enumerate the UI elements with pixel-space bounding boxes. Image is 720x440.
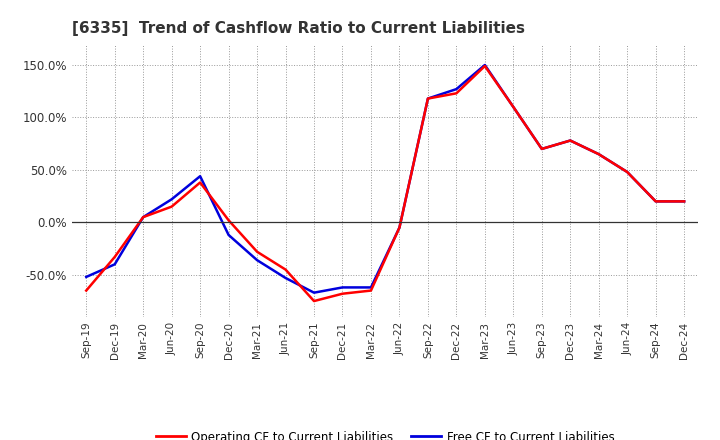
- Free CF to Current Liabilities: [225, 232, 233, 238]
- Free CF to Current Liabilities: [480, 62, 489, 68]
- Operating CF to Current Liabilities: [167, 204, 176, 209]
- Free CF to Current Liabilities: [139, 214, 148, 220]
- Free CF to Current Liabilities: [595, 151, 603, 157]
- Operating CF to Current Liabilities: [282, 267, 290, 272]
- Operating CF to Current Liabilities: [566, 138, 575, 143]
- Operating CF to Current Liabilities: [139, 214, 148, 220]
- Free CF to Current Liabilities: [366, 285, 375, 290]
- Line: Operating CF to Current Liabilities: Operating CF to Current Liabilities: [86, 66, 684, 301]
- Free CF to Current Liabilities: [509, 104, 518, 110]
- Free CF to Current Liabilities: [310, 290, 318, 295]
- Free CF to Current Liabilities: [395, 225, 404, 230]
- Free CF to Current Liabilities: [652, 199, 660, 204]
- Operating CF to Current Liabilities: [623, 169, 631, 175]
- Free CF to Current Liabilities: [110, 262, 119, 267]
- Operating CF to Current Liabilities: [595, 151, 603, 157]
- Operating CF to Current Liabilities: [509, 104, 518, 110]
- Free CF to Current Liabilities: [167, 197, 176, 202]
- Operating CF to Current Liabilities: [82, 288, 91, 293]
- Free CF to Current Liabilities: [623, 169, 631, 175]
- Free CF to Current Liabilities: [566, 138, 575, 143]
- Operating CF to Current Liabilities: [196, 180, 204, 185]
- Free CF to Current Liabilities: [282, 275, 290, 281]
- Operating CF to Current Liabilities: [395, 225, 404, 230]
- Operating CF to Current Liabilities: [253, 249, 261, 254]
- Operating CF to Current Liabilities: [310, 298, 318, 304]
- Line: Free CF to Current Liabilities: Free CF to Current Liabilities: [86, 65, 684, 293]
- Free CF to Current Liabilities: [196, 173, 204, 179]
- Free CF to Current Liabilities: [680, 199, 688, 204]
- Free CF to Current Liabilities: [537, 146, 546, 151]
- Operating CF to Current Liabilities: [423, 96, 432, 101]
- Free CF to Current Liabilities: [452, 87, 461, 92]
- Free CF to Current Liabilities: [82, 274, 91, 279]
- Text: [6335]  Trend of Cashflow Ratio to Current Liabilities: [6335] Trend of Cashflow Ratio to Curren…: [72, 21, 525, 36]
- Free CF to Current Liabilities: [338, 285, 347, 290]
- Free CF to Current Liabilities: [253, 257, 261, 263]
- Free CF to Current Liabilities: [423, 96, 432, 101]
- Operating CF to Current Liabilities: [366, 288, 375, 293]
- Operating CF to Current Liabilities: [225, 218, 233, 223]
- Legend: Operating CF to Current Liabilities, Free CF to Current Liabilities: Operating CF to Current Liabilities, Fre…: [151, 426, 619, 440]
- Operating CF to Current Liabilities: [537, 146, 546, 151]
- Operating CF to Current Liabilities: [452, 91, 461, 96]
- Operating CF to Current Liabilities: [480, 63, 489, 69]
- Operating CF to Current Liabilities: [680, 199, 688, 204]
- Operating CF to Current Liabilities: [110, 254, 119, 260]
- Operating CF to Current Liabilities: [652, 199, 660, 204]
- Operating CF to Current Liabilities: [338, 291, 347, 297]
